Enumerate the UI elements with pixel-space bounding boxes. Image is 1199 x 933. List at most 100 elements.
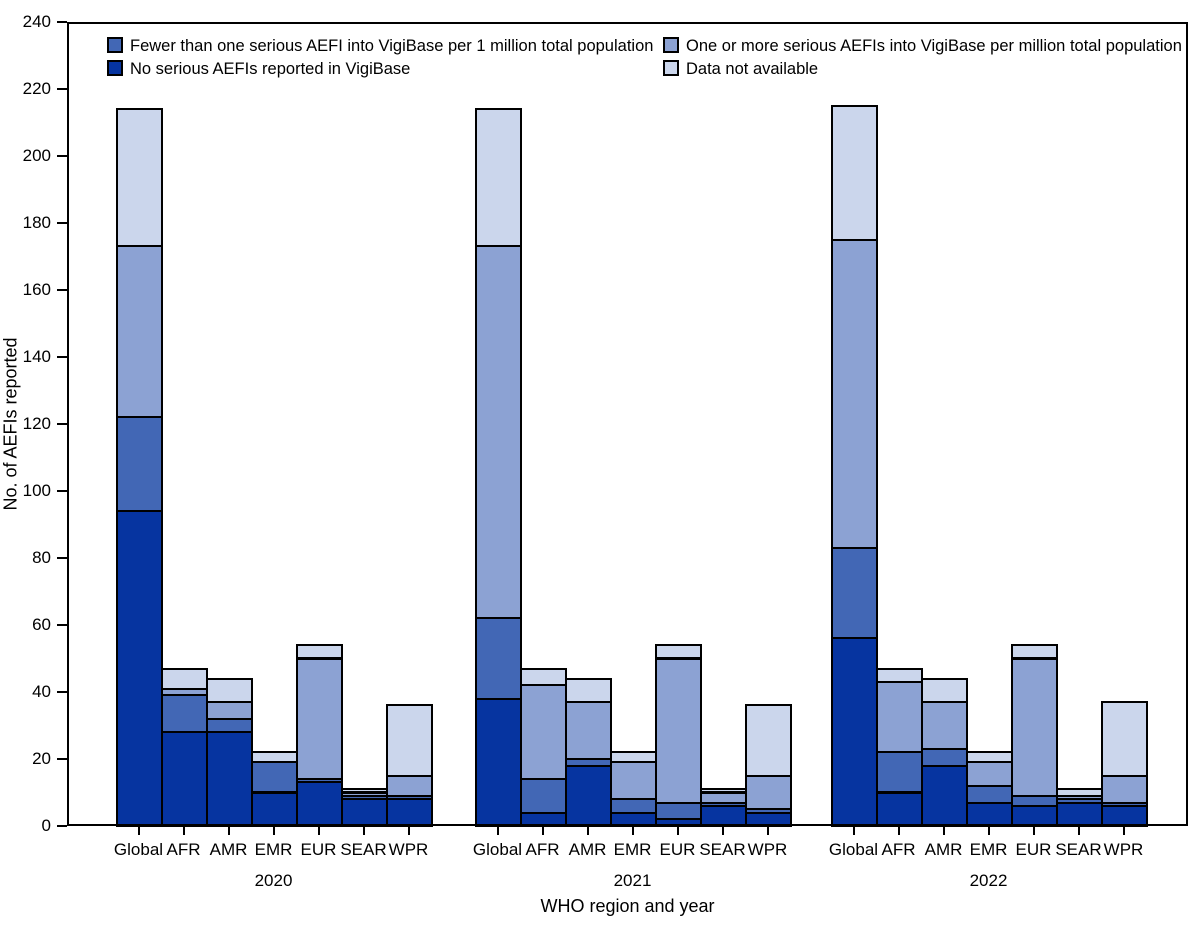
legend-label: Data not available — [686, 60, 819, 78]
legend-item-fewer-than-one: Fewer than one serious AEFI into VigiBas… — [107, 37, 653, 55]
bar-segment-2020-global-data-not-available — [116, 108, 163, 248]
region-label-2022-emr: EMR — [969, 840, 1008, 859]
bar-segment-2022-afr-no-serious — [876, 791, 923, 827]
bar-segment-2021-sear-data-not-available — [700, 788, 747, 794]
bar-segment-2021-global-one-or-more — [475, 245, 522, 620]
bar-segment-2022-emr-fewer-than-one — [966, 784, 1013, 804]
x-axis-tick — [631, 826, 634, 835]
x-axis-tick — [317, 826, 320, 835]
bar-segment-2022-global-no-serious — [831, 637, 878, 827]
x-axis-tick — [721, 826, 724, 835]
plot-area: 0 20 40 60 80 100 120 140 160 180 200 220 240 Global A… — [23, 13, 1188, 890]
x-axis-tick — [541, 826, 544, 835]
bar-segment-2020-emr-fewer-than-one — [251, 761, 298, 794]
bar-segment-2021-wpr-no-serious — [745, 811, 792, 827]
legend-item-data-not-available: Data not available — [663, 60, 818, 78]
bar-segment-2022-amr-data-not-available — [921, 677, 968, 704]
region-label-2021-wpr: WPR — [747, 840, 788, 859]
x-axis-tick — [362, 826, 365, 835]
bar-segment-2022-emr-no-serious — [966, 801, 1013, 827]
legend-swatch-fewer-than-one-icon — [107, 37, 123, 53]
x-axis-tick — [407, 826, 410, 835]
bar-segment-2021-global-fewer-than-one — [475, 617, 522, 700]
bar-segment-2021-emr-one-or-more — [610, 761, 657, 801]
region-label-2021-sear: SEAR — [699, 840, 746, 859]
y-axis-tick-label: 0 — [41, 816, 51, 835]
bar-segment-2021-wpr-data-not-available — [745, 704, 792, 777]
y-axis-tick — [57, 691, 67, 693]
region-label-2020-eur: EUR — [300, 840, 337, 859]
bar-segment-2021-afr-one-or-more — [520, 684, 567, 781]
bar-segment-2022-emr-data-not-available — [966, 751, 1013, 764]
y-axis-tick — [57, 356, 67, 358]
bar-segment-2021-sear-no-serious — [700, 804, 747, 827]
y-axis-tick-label: 100 — [22, 481, 51, 500]
y-axis-tick-label: 160 — [22, 280, 51, 299]
region-label-2022-eur: EUR — [1015, 840, 1052, 859]
bar-segment-2021-emr-fewer-than-one — [610, 798, 657, 814]
bar-segment-2021-afr-fewer-than-one — [520, 778, 567, 814]
bar-segment-2021-amr-data-not-available — [565, 677, 612, 704]
bar-segment-2020-emr-data-not-available — [251, 751, 298, 764]
legend-label: No serious AEFIs reported in VigiBase — [130, 60, 411, 78]
bar-segment-2021-afr-no-serious — [520, 811, 567, 827]
bar-segment-2022-amr-one-or-more — [921, 701, 968, 750]
legend-swatch-one-or-more-icon — [663, 37, 679, 53]
bar-segment-2020-global-fewer-than-one — [116, 416, 163, 513]
bar-segment-2021-eur-data-not-available — [655, 644, 702, 660]
bar-segment-2020-eur-no-serious — [296, 781, 343, 827]
bar-segment-2021-emr-data-not-available — [610, 751, 657, 764]
bar-segment-2022-global-fewer-than-one — [831, 546, 878, 640]
bar-segment-2021-emr-no-serious — [610, 811, 657, 827]
y-axis-tick — [57, 289, 67, 291]
bar-segment-2022-eur-one-or-more — [1011, 657, 1058, 797]
x-axis-tick — [1077, 826, 1080, 835]
y-axis-tick — [57, 21, 67, 23]
bar-segment-2022-wpr-data-not-available — [1101, 701, 1148, 777]
bar-segment-2021-amr-one-or-more — [565, 701, 612, 760]
y-axis-tick-label: 240 — [22, 12, 51, 31]
bar-segment-2020-afr-no-serious — [161, 731, 208, 827]
x-axis-tick — [1032, 826, 1035, 835]
x-axis-tick — [987, 826, 990, 835]
region-label-2020-sear: SEAR — [340, 840, 387, 859]
bar-segment-2021-global-no-serious — [475, 697, 522, 827]
year-label-2021: 2021 — [613, 871, 652, 890]
x-axis-tick — [1122, 826, 1125, 835]
bar-segment-2022-emr-one-or-more — [966, 761, 1013, 787]
legend-swatch-no-serious-icon — [107, 60, 123, 76]
y-axis-tick — [57, 423, 67, 425]
bar-segment-2020-emr-no-serious — [251, 791, 298, 827]
y-axis-tick — [57, 490, 67, 492]
region-label-2022-global: Global — [828, 840, 879, 859]
region-label-2022-amr: AMR — [924, 840, 963, 859]
region-label-2022-afr: AFR — [881, 840, 916, 859]
x-axis-tick — [227, 826, 230, 835]
bar-segment-2021-eur-one-or-more — [655, 657, 702, 804]
y-axis-tick-label: 120 — [22, 414, 51, 433]
bar-segment-2022-amr-fewer-than-one — [921, 747, 968, 767]
bar-segment-2022-wpr-one-or-more — [1101, 774, 1148, 804]
legend-swatch-data-not-available-icon — [663, 60, 679, 76]
bar-segment-2020-wpr-one-or-more — [386, 774, 433, 797]
y-axis-tick-label: 80 — [32, 548, 51, 567]
x-axis-tick — [272, 826, 275, 835]
bar-segment-2020-amr-one-or-more — [206, 701, 253, 720]
x-axis-tick — [496, 826, 499, 835]
legend-item-one-or-more: One or more serious AEFIs into VigiBase … — [663, 37, 1182, 55]
bar-segment-2020-amr-fewer-than-one — [206, 717, 253, 734]
bar-segment-2020-global-no-serious — [116, 510, 163, 827]
bar-segment-2020-eur-one-or-more — [296, 657, 343, 781]
region-label-2022-wpr: WPR — [1103, 840, 1144, 859]
bar-segment-2020-global-one-or-more — [116, 245, 163, 419]
x-axis-tick — [766, 826, 769, 835]
y-axis-tick — [57, 155, 67, 157]
bar-segment-2020-amr-no-serious — [206, 731, 253, 827]
bar-segment-2021-global-data-not-available — [475, 108, 522, 248]
x-axis-tick — [137, 826, 140, 835]
region-label-2020-global: Global — [113, 840, 164, 859]
y-axis-tick-label: 140 — [22, 347, 51, 366]
year-label-2020: 2020 — [254, 871, 293, 890]
region-label-2020-afr: AFR — [166, 840, 201, 859]
bar-segment-2020-wpr-data-not-available — [386, 704, 433, 777]
